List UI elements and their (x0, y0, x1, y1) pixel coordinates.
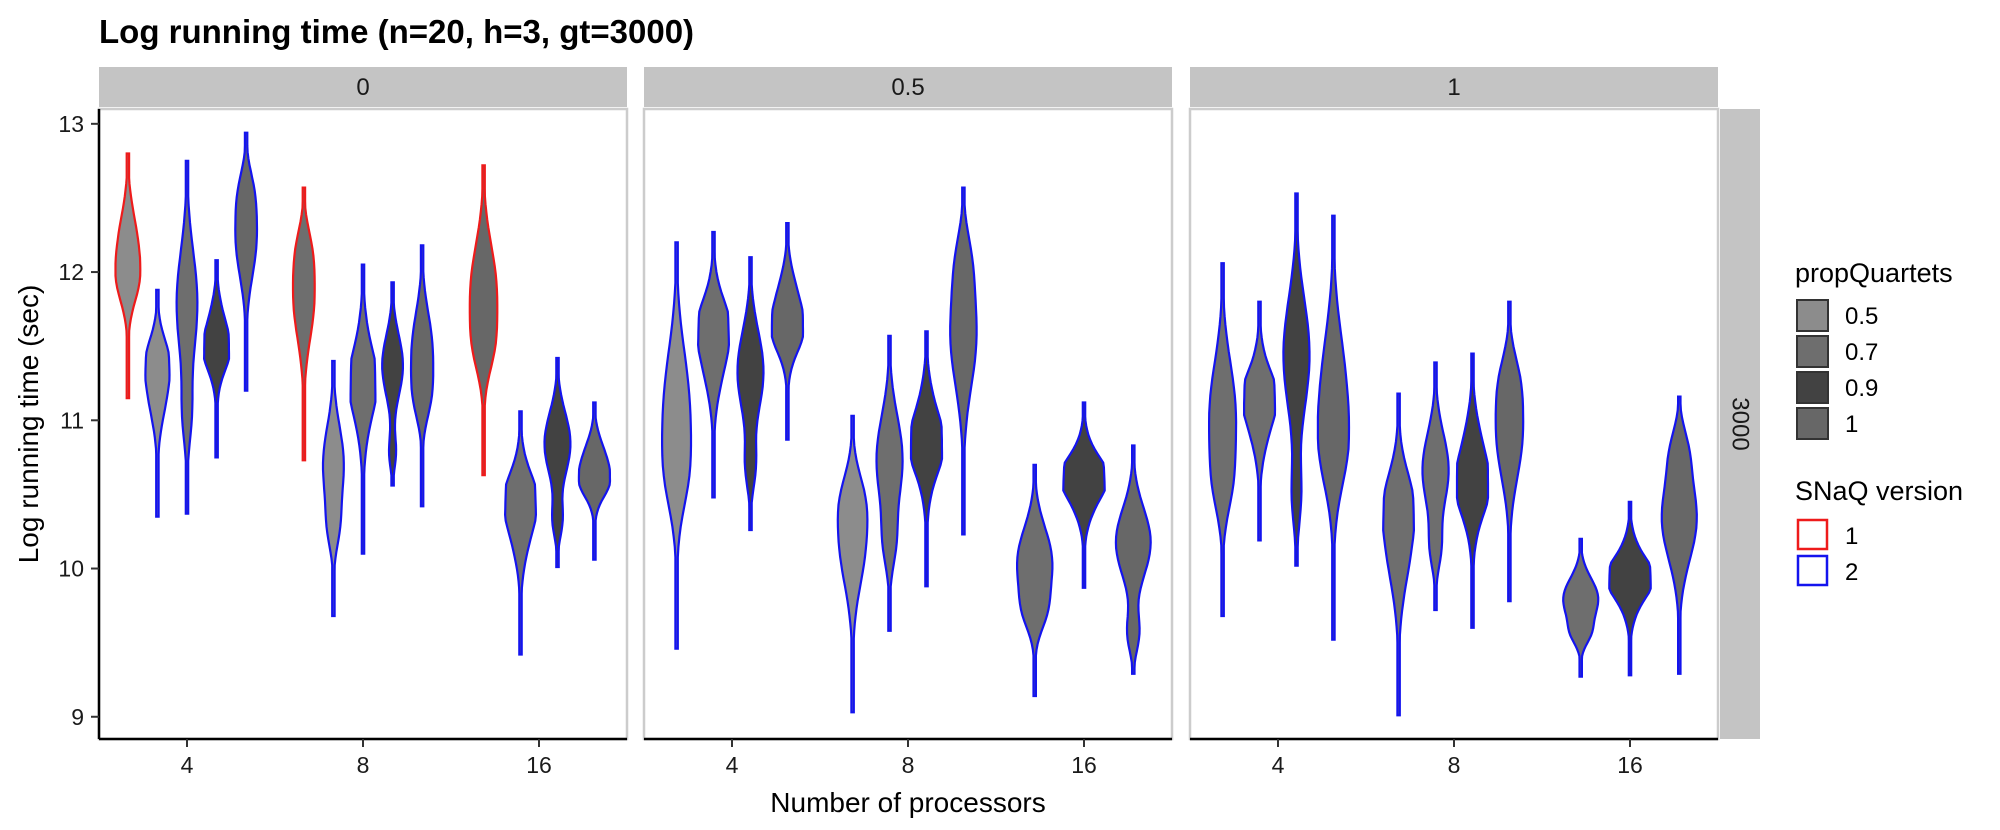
y-axis-title: Log running time (sec) (13, 285, 44, 564)
strip-facet-1 (1190, 67, 1718, 107)
legend-fill-swatch (1796, 335, 1829, 368)
legend-fill-swatch (1796, 299, 1829, 332)
legend-color-label: 2 (1845, 559, 1858, 586)
strip-facet-0-5 (644, 67, 1172, 107)
legend-fill-swatch (1796, 407, 1829, 440)
x-tick-label: 4 (181, 752, 194, 778)
violin-8-p0.9-v2 (1455, 352, 1490, 629)
violin-8-p0.7-v2 (1382, 392, 1416, 717)
panel-border (642, 107, 1174, 741)
violin-4-p0.7-v2 (696, 230, 731, 499)
violin-4-p0.5-v2 (144, 288, 171, 518)
violin-8-p0.9-v2 (909, 330, 944, 588)
violin-8-p0.5-v2 (836, 414, 869, 714)
violin-4-p0.7-v2 (1243, 300, 1277, 542)
violin-16-p0.7-v2 (1562, 537, 1600, 678)
violin-8-p0.7-v2 (875, 334, 904, 632)
y-tick-label: 13 (58, 111, 84, 137)
violin-16-p1-v2 (1660, 395, 1698, 675)
violins-facet-1 (1208, 192, 1698, 717)
strip-row (1720, 109, 1760, 739)
legend-fill-label: 0.5 (1845, 303, 1878, 330)
violin-4-p0.9-v2 (736, 256, 765, 532)
violin-16-p0.9-v2 (1062, 401, 1106, 589)
x-ticks: 4 8 16 4 8 16 4 8 16 (181, 739, 1643, 778)
strip-label-facet-0-5: 0.5 (891, 74, 924, 101)
legend: propQuartets 0.50.70.91 SNaQ version 12 (1795, 258, 1963, 587)
y-tick-label: 10 (58, 556, 84, 582)
legend-fill-entries: 0.5 0.7 0.9 1 (1796, 299, 1878, 440)
violin-16-p0.7-v2 (1016, 463, 1054, 698)
legend-color-swatch (1796, 554, 1829, 587)
y-axis: 9 10 11 12 13 (58, 109, 101, 739)
violin-4-p1-v2 (770, 222, 805, 441)
legend-color-title: SNaQ version (1795, 476, 1963, 506)
violin-8-p0.7-v1 (291, 186, 316, 462)
legend-fill-label: 0.9 (1845, 375, 1878, 402)
violin-8-p0.7-v2 (1421, 361, 1450, 612)
violin-16-p1-v2 (577, 401, 612, 561)
violin-4-p1-v2 (1316, 214, 1351, 641)
violins-facet-0 (114, 131, 612, 656)
x-tick-label: 4 (1272, 752, 1285, 778)
violin-8-p0.9-v2 (381, 281, 404, 487)
y-ticks: 9 10 11 12 13 (58, 111, 99, 730)
violin-16-p0.7-v2 (503, 410, 538, 656)
facet-strips: 0 0.5 1 3000 (99, 67, 1760, 739)
x-tick-label: 8 (1448, 752, 1461, 778)
legend-fill-swatch (1796, 371, 1829, 404)
violins-facet-0-5 (661, 186, 1152, 714)
legend-color-swatch (1796, 518, 1829, 551)
x-tick-label: 16 (1617, 752, 1643, 778)
violin-8-p1-v2 (949, 186, 978, 536)
violin-16-p1-v1 (468, 164, 499, 477)
legend-color-label: 1 (1845, 523, 1858, 550)
legend-fill-label: 1 (1845, 411, 1858, 438)
violin-16-p1-v2 (1114, 444, 1152, 675)
violin-4-p0.7-v2 (1208, 262, 1238, 618)
x-tick-label: 8 (902, 752, 915, 778)
x-tick-label: 4 (726, 752, 739, 778)
violin-4-p0.5-v2 (661, 241, 693, 650)
strip-label-facet-1: 1 (1447, 74, 1460, 101)
x-tick-label: 16 (526, 752, 552, 778)
violin-8-p0.7-v2 (349, 263, 377, 555)
strip-label-facet-0: 0 (356, 74, 369, 101)
y-tick-label: 12 (58, 259, 84, 285)
panel-facet-0-5 (642, 107, 1174, 741)
y-tick-label: 11 (60, 407, 84, 433)
violin-4-p0.7-v2 (175, 159, 199, 515)
legend-fill-label: 0.7 (1845, 339, 1878, 366)
x-tick-label: 16 (1071, 752, 1097, 778)
strip-label-row: 3000 (1727, 397, 1754, 450)
violin-4-p0.9-v2 (202, 259, 231, 459)
violin-16-p0.9-v2 (543, 356, 572, 569)
violin-4-p0.9-v2 (1282, 192, 1311, 567)
legend-color-entries: 12 (1796, 518, 1858, 587)
violin-16-p0.9-v2 (1608, 500, 1652, 677)
legend-fill-title: propQuartets (1795, 258, 1953, 288)
violin-8-p0.5-v2 (321, 359, 345, 618)
violin-8-p1-v2 (409, 244, 435, 508)
x-tick-label: 8 (357, 752, 370, 778)
strip-facet-0 (99, 67, 627, 107)
panel-facet-1 (1188, 107, 1720, 741)
violin-8-p1-v2 (1494, 300, 1525, 603)
x-axis: 4 8 16 4 8 16 4 8 16 (99, 737, 1718, 778)
y-tick-label: 9 (71, 704, 84, 730)
violin-4-p1-v2 (234, 131, 259, 392)
x-axis-title: Number of processors (770, 787, 1045, 818)
chart-title: Log running time (n=20, h=3, gt=3000) (99, 13, 694, 50)
panel-facet-0 (97, 107, 629, 741)
violin-4-p0.5-v1 (114, 152, 142, 400)
